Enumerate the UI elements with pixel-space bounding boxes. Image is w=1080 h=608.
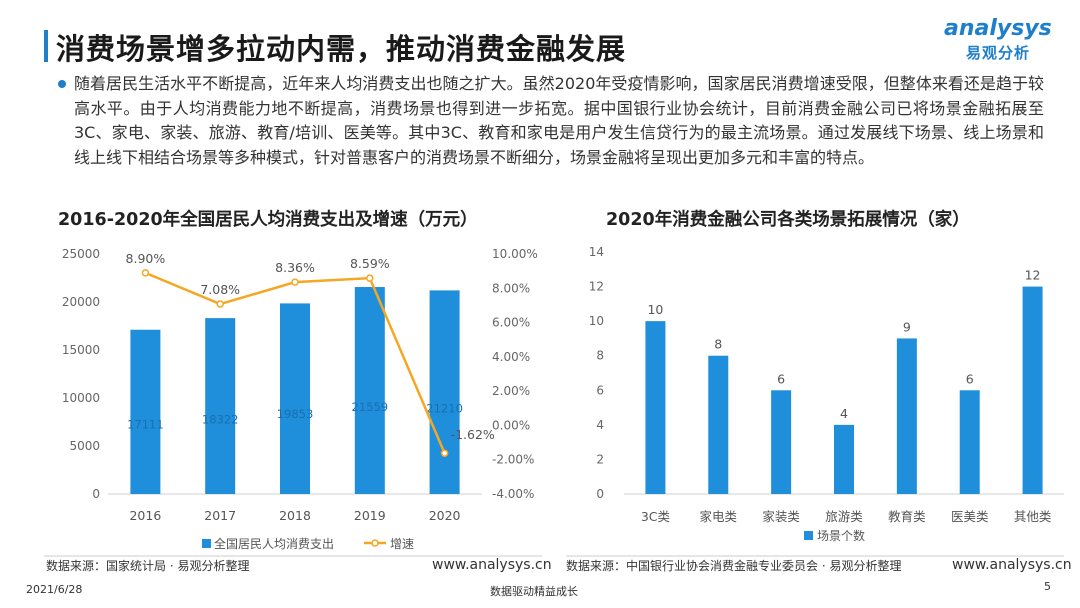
c1-legend-line-label: 增速 xyxy=(390,537,414,551)
c1-yright-tick: 0.00% xyxy=(492,418,530,432)
c1-bar-label: 19853 xyxy=(277,407,314,421)
c2-bar xyxy=(896,338,917,494)
page-number: 5 xyxy=(1044,580,1051,593)
analysys-logo: analysys 易观分析 xyxy=(944,16,1054,66)
page-title: 消费场景增多拉动内需，推动消费金融发展 xyxy=(56,32,627,66)
source-right: 数据来源：中国银行业协会消费金融专业委员会 · 易观分析整理 xyxy=(566,559,902,573)
c2-y-tick: 8 xyxy=(596,349,604,363)
c1-yleft-tick: 0 xyxy=(92,487,100,501)
c1-yright-tick: 6.00% xyxy=(492,316,530,330)
c1-bar xyxy=(429,290,460,494)
chart1-title: 2016-2020年全国居民人均消费支出及增速（万元） xyxy=(58,210,478,230)
c2-x-tick: 旅游类 xyxy=(825,509,863,524)
url-left: www.analysys.cn xyxy=(432,557,552,573)
c2-legend-label: 场景个数 xyxy=(817,528,865,543)
c1-line-label: -1.62% xyxy=(451,427,495,442)
c1-yleft-tick: 20000 xyxy=(62,295,100,309)
c2-bar xyxy=(708,355,729,494)
c1-bar xyxy=(130,329,161,494)
c2-x-tick: 教育类 xyxy=(888,509,926,524)
c2-legend-swatch xyxy=(804,531,813,540)
summary-paragraph: 随着居民生活水平不断提高，近年来人均消费支出也随之扩大。虽然2020年受疫情影响… xyxy=(74,74,1044,167)
c2-x-tick: 3C类 xyxy=(641,509,671,524)
c2-bar xyxy=(834,424,854,494)
c1-bar-label: 17111 xyxy=(127,417,164,431)
c1-line-point xyxy=(216,300,224,308)
c2-y-tick: 2 xyxy=(596,452,604,466)
c1-x-tick: 2016 xyxy=(129,508,161,523)
c1-yright-tick: 4.00% xyxy=(492,350,530,364)
c1-yleft-tick: 15000 xyxy=(62,343,100,357)
c2-bar xyxy=(1022,286,1043,494)
c2-y-tick: 0 xyxy=(596,487,604,501)
c2-bar-label: 6 xyxy=(777,371,785,386)
c2-bar-label: 9 xyxy=(903,319,911,334)
c2-x-tick: 家装类 xyxy=(762,509,800,524)
c1-yright-tick: -4.00% xyxy=(492,487,534,501)
logo-text-cn: 易观分析 xyxy=(966,44,1031,62)
c1-bar-label: 21559 xyxy=(352,400,389,414)
c1-yright-tick: -2.00% xyxy=(492,453,534,467)
c2-bar-label: 10 xyxy=(647,302,663,317)
c1-legend-bar-label: 全国居民人均消费支出 xyxy=(214,536,334,551)
c1-yright-tick: 10.00% xyxy=(492,247,538,261)
c1-yleft-tick: 25000 xyxy=(62,247,100,261)
logo-text-en: analysys xyxy=(944,16,1052,41)
c1-yright-tick: 8.00% xyxy=(492,281,530,295)
c2-x-tick: 其他类 xyxy=(1014,509,1052,524)
c2-y-tick: 14 xyxy=(589,245,604,259)
c1-yleft-tick: 10000 xyxy=(62,391,100,405)
c2-x-tick: 家电类 xyxy=(700,509,738,524)
c1-yleft-tick: 5000 xyxy=(69,439,100,453)
c1-yright-tick: 2.00% xyxy=(492,384,530,398)
c1-line-label: 8.90% xyxy=(126,251,166,266)
c1-line-point xyxy=(440,449,449,457)
c1-line-label: 8.59% xyxy=(350,256,390,271)
c1-line-point xyxy=(141,269,150,277)
c1-x-tick: 2018 xyxy=(279,508,311,523)
c1-bar xyxy=(205,318,236,494)
c2-y-tick: 4 xyxy=(596,418,604,432)
c1-bar xyxy=(354,287,385,494)
c1-x-tick: 2020 xyxy=(429,508,461,523)
source-left: 数据来源：国家统计局 · 易观分析整理 xyxy=(46,559,250,573)
c1-x-tick: 2017 xyxy=(204,508,236,523)
c1-line-point xyxy=(366,274,374,282)
c1-legend-line-marker xyxy=(371,539,379,547)
c2-y-tick: 12 xyxy=(589,280,604,294)
c2-bar-label: 6 xyxy=(966,371,974,386)
report-date: 2021/6/28 xyxy=(26,583,83,596)
bullet-icon xyxy=(58,80,66,88)
c1-bar-label: 21210 xyxy=(426,402,463,416)
c1-legend-bar-swatch xyxy=(202,539,211,548)
c2-y-tick: 10 xyxy=(589,314,604,328)
c2-bar-label: 8 xyxy=(714,337,722,352)
c2-bar xyxy=(959,390,980,494)
slogan: 数据驱动精益成长 xyxy=(490,585,578,598)
c1-bar-label: 18322 xyxy=(202,413,239,427)
c2-x-tick: 医美类 xyxy=(951,509,989,524)
c1-x-tick: 2019 xyxy=(354,508,386,523)
c1-bar xyxy=(280,303,310,494)
c2-bar-label: 4 xyxy=(840,406,848,421)
c2-y-tick: 6 xyxy=(596,383,604,397)
c2-bar-label: 12 xyxy=(1025,268,1041,283)
url-right: www.analysys.cn xyxy=(952,557,1072,573)
c2-bar xyxy=(645,321,666,494)
title-accent-bar xyxy=(44,30,48,62)
c1-line-label: 8.36% xyxy=(275,260,315,275)
c2-bar xyxy=(771,390,792,494)
c1-line-point xyxy=(291,278,299,286)
chart2-title: 2020年消费金融公司各类场景拓展情况（家） xyxy=(606,210,970,230)
c1-line-label: 7.08% xyxy=(200,282,240,297)
